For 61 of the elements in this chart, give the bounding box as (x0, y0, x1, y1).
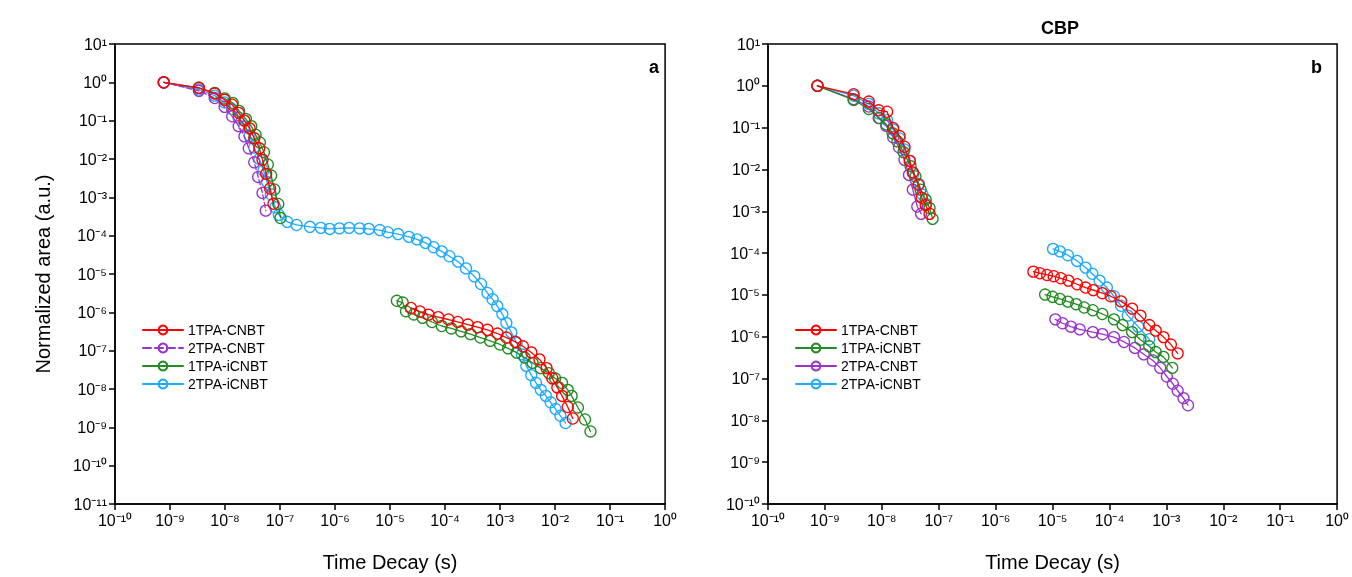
annotation: a (648, 57, 660, 77)
x-tick-label: 10⁰ (653, 511, 677, 529)
y-tick-label: 10⁻⁵ (730, 286, 760, 304)
chart-title: CBP (1040, 18, 1080, 38)
y-tick-label: 10⁻⁴ (730, 244, 761, 262)
y-tick-label: 10¹ (736, 35, 760, 53)
y-tick-label: 10⁻¹ (78, 112, 107, 130)
x-tick-label: 10⁻² (1209, 511, 1239, 529)
x-tick-label: 10⁻¹⁰ (97, 511, 133, 529)
y-tick-label: 10⁻⁶ (77, 303, 107, 321)
y-tick-label: 10⁻⁷ (731, 370, 761, 388)
legend-label: 2TPA-CNBT (841, 358, 919, 374)
x-axis-title: Time Decay (s) (985, 551, 1120, 573)
x-tick-label: 10⁻⁸ (867, 511, 897, 529)
y-tick-label: 10⁰ (83, 73, 107, 91)
x-tick-label: 10⁻⁴ (1094, 511, 1125, 529)
legend-label: 1TPA-CNBT (188, 322, 266, 338)
x-tick-label: 10⁻⁶ (980, 511, 1011, 529)
x-tick-label: 10⁻⁵ (1037, 511, 1068, 529)
x-tick-label: 10⁻¹ (1266, 511, 1295, 529)
y-tick-label: 10⁰ (736, 77, 760, 95)
x-tick-label: 10⁻⁵ (375, 511, 405, 529)
x-axis-title: Time Decay (s) (322, 551, 458, 573)
x-tick-label: 10⁻⁹ (155, 511, 185, 529)
legend-label: 1TPA-iCNBT (841, 340, 922, 356)
x-tick-label: 10⁻⁹ (810, 511, 840, 529)
legend-label: 1TPA-iCNBT (188, 358, 269, 374)
y-tick-label: 10⁻⁹ (730, 453, 760, 471)
x-tick-label: 10⁻⁴ (430, 511, 461, 529)
y-tick-label: 10¹ (83, 35, 107, 53)
x-tick-label: 10⁻⁶ (320, 511, 350, 529)
y-tick-label: 10⁻² (731, 160, 761, 178)
x-tick-label: 10⁻⁷ (924, 511, 954, 529)
y-tick-label: 10⁻⁸ (730, 411, 760, 429)
x-tick-label: 10⁻³ (486, 511, 515, 529)
y-tick-label: 10⁻⁷ (78, 342, 108, 360)
x-tick-label: 10⁻² (541, 511, 570, 529)
annotation: b (1311, 57, 1322, 77)
y-tick-label: 10⁻⁴ (77, 227, 108, 245)
x-tick-label: 10⁻³ (1152, 511, 1182, 529)
y-tick-label: 10⁻⁸ (77, 380, 107, 398)
y-tick-label: 10⁻¹¹ (73, 495, 107, 513)
y-tick-label: 10⁻³ (78, 188, 108, 206)
y-tick-label: 10⁻⁵ (77, 265, 107, 283)
x-tick-label: 10⁻¹⁰ (750, 511, 786, 529)
y-tick-label: 10⁻⁶ (730, 328, 760, 346)
y-axis-title: Normalized area (a.u.) (32, 174, 54, 374)
y-tick-label: 10⁻¹⁰ (725, 495, 760, 513)
y-tick-label: 10⁻³ (731, 202, 761, 220)
legend-label: 2TPA-iCNBT (188, 376, 269, 392)
x-tick-label: 10⁻⁸ (210, 511, 240, 529)
y-tick-label: 10⁻⁹ (77, 418, 107, 436)
legend-label: 1TPA-CNBT (841, 322, 919, 338)
legend-label: 2TPA-CNBT (188, 340, 266, 356)
x-tick-label: 10⁰ (1325, 511, 1349, 529)
y-tick-label: 10⁻² (78, 150, 108, 168)
x-tick-label: 10⁻⁷ (265, 511, 295, 529)
y-tick-label: 10⁻¹ (731, 119, 760, 137)
legend-label: 2TPA-iCNBT (841, 376, 922, 392)
x-tick-label: 10⁻¹ (596, 511, 625, 529)
y-tick-label: 10⁻¹⁰ (72, 457, 107, 475)
